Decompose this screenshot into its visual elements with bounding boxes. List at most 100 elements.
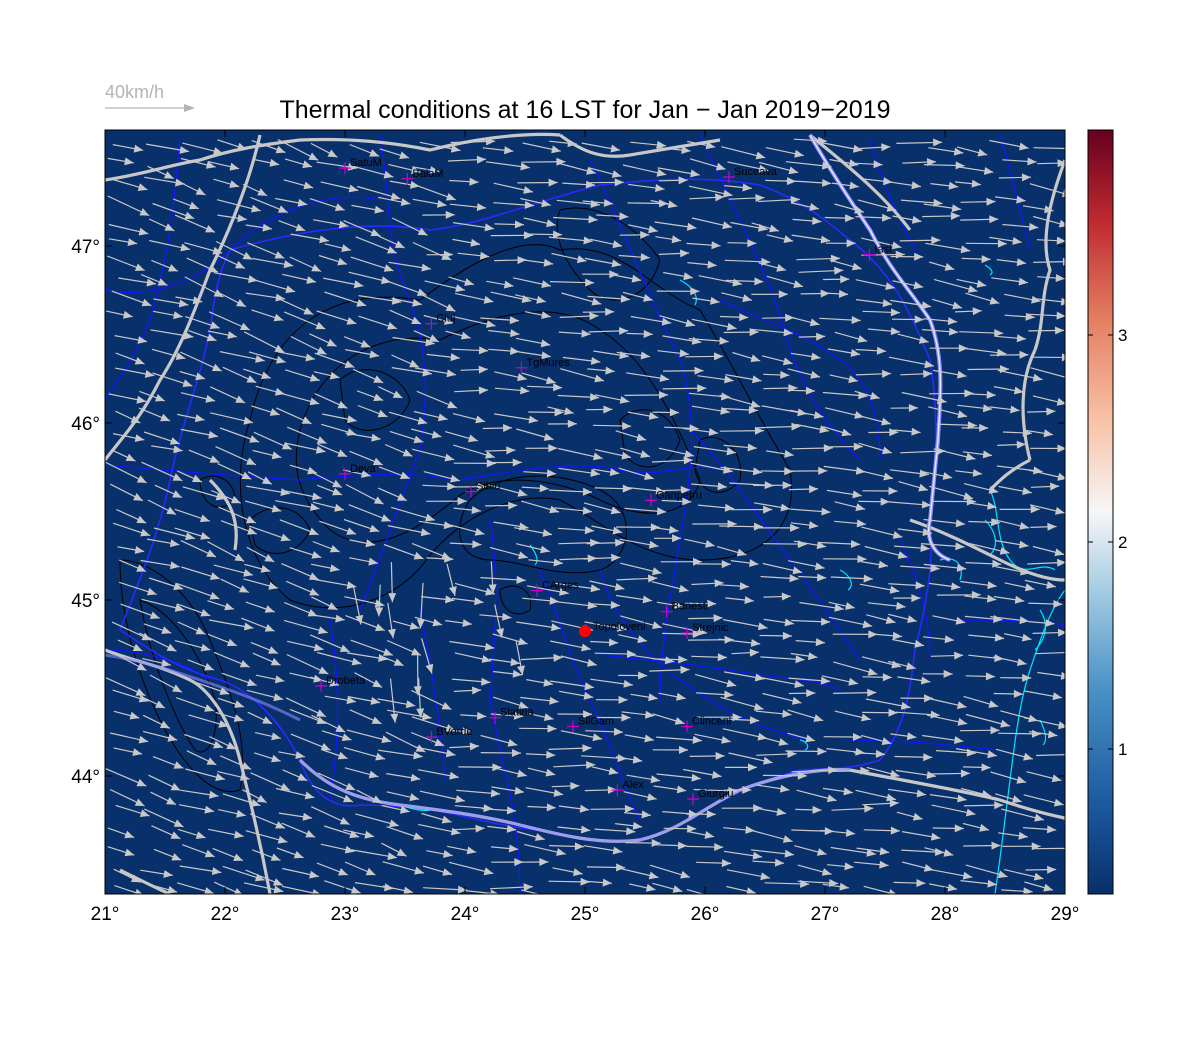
wind-arrow <box>356 390 384 402</box>
wind-arrow <box>890 469 929 478</box>
wind-arrow <box>867 327 901 336</box>
wind-arrow <box>1033 257 1065 266</box>
wind-arrow <box>834 710 871 722</box>
wind-arrow <box>692 296 720 305</box>
wind-arrow <box>214 881 243 894</box>
station-baiam: BaiaM <box>401 168 444 185</box>
wind-arrow <box>217 697 245 708</box>
wind-arrow <box>762 771 807 780</box>
wind-arrow <box>693 446 736 456</box>
wind-arrow <box>180 789 219 799</box>
wind-arrow <box>898 481 929 492</box>
wind-arrow <box>819 316 861 324</box>
wind-arrow <box>723 850 763 860</box>
wind-arrow <box>618 253 650 262</box>
wind-arrow <box>184 733 224 749</box>
wind-arrow <box>317 443 348 458</box>
wind-arrow <box>887 660 916 671</box>
wind-arrow <box>691 653 727 662</box>
wind-arrow <box>147 499 177 516</box>
wind-arrow <box>412 183 456 201</box>
wind-arrow <box>522 142 561 154</box>
wind-arrow <box>290 335 327 355</box>
wind-arrow <box>796 789 837 803</box>
wind-arrow <box>243 331 285 353</box>
wind-arrow <box>787 368 821 379</box>
wind-arrow <box>142 714 171 729</box>
wind-arrow <box>153 298 189 308</box>
station-label: SatuM <box>350 157 382 169</box>
wind-arrow <box>785 179 832 187</box>
wind-arrow <box>1034 297 1065 306</box>
wind-arrow <box>105 768 147 787</box>
wind-arrow <box>694 673 737 688</box>
wind-arrow <box>922 669 953 678</box>
wind-arrow <box>213 272 258 283</box>
wind-arrow <box>683 427 719 436</box>
wind-arrow <box>118 581 157 596</box>
wind-arrow <box>629 883 656 892</box>
wind-arrow <box>963 390 996 399</box>
wind-arrow <box>990 771 1027 784</box>
wind-arrow <box>1000 673 1032 682</box>
wind-arrow <box>283 179 314 190</box>
wind-arrow <box>246 546 275 563</box>
station-alex: Alex <box>611 779 644 797</box>
wind-arrow <box>548 744 592 753</box>
station-banesti: Banesti <box>660 601 708 618</box>
wind-arrow <box>728 194 765 202</box>
wind-arrow <box>485 501 518 510</box>
wind-arrow <box>962 450 993 459</box>
colorbar-tick-1: 1 <box>1118 740 1127 759</box>
wind-arrow <box>622 291 653 302</box>
wind-arrow <box>866 766 900 778</box>
wind-arrow <box>490 766 527 778</box>
wind-arrow <box>955 469 983 477</box>
wind-arrow <box>893 594 921 603</box>
wind-arrow <box>990 616 1029 625</box>
wind-arrow <box>488 329 520 338</box>
highlight-label: Topoloveni <box>593 621 646 633</box>
wind-arrow <box>855 789 897 802</box>
wind-arrow <box>310 676 340 687</box>
station-bverde: BVerde <box>425 726 472 744</box>
wind-arrow <box>109 788 145 807</box>
wind-arrow <box>997 440 1026 449</box>
wind-arrow <box>894 544 930 552</box>
wind-arrow <box>719 313 749 322</box>
wind-arrow <box>965 672 996 681</box>
wind-arrow <box>930 651 964 660</box>
wind-arrow <box>488 484 528 497</box>
wind-arrow <box>275 500 320 511</box>
wind-arrow <box>420 595 455 604</box>
wind-arrow <box>923 518 966 528</box>
wind-arrow <box>242 183 268 197</box>
wind-arrow <box>1032 545 1065 557</box>
wind-arrow <box>993 595 1025 604</box>
wind-arrow <box>377 749 423 760</box>
wind-arrow <box>721 146 766 160</box>
wind-arrow <box>834 501 866 511</box>
wind-arrow <box>798 573 827 582</box>
wind-arrow <box>454 804 493 813</box>
wind-arrow <box>562 356 601 365</box>
wind-arrow <box>350 164 394 179</box>
wind-arrow <box>1027 558 1065 567</box>
wind-arrow <box>276 350 316 362</box>
wind-arrow <box>652 713 685 725</box>
wind-arrow <box>615 821 643 830</box>
wind-arrow <box>1001 887 1033 894</box>
wind-arrow <box>594 394 630 404</box>
wind-arrow <box>993 386 1024 395</box>
wind-arrow <box>480 734 518 747</box>
wind-arrow <box>1026 311 1065 320</box>
wind-arrow <box>630 654 675 665</box>
wind-arrow <box>788 689 816 698</box>
wind-arrow <box>558 447 603 461</box>
wind-arrow <box>243 578 279 590</box>
wind-arrow <box>663 824 697 833</box>
wind-arrow <box>515 294 546 304</box>
wind-arrow <box>1023 205 1054 214</box>
wind-arrow <box>144 808 184 828</box>
lon-tick-28: 28° <box>931 904 960 925</box>
